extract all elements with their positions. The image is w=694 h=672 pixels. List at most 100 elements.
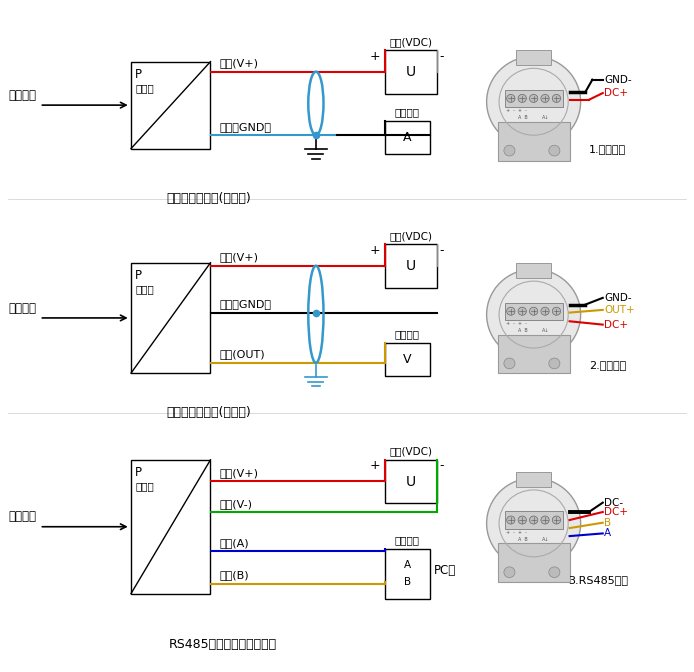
Bar — [131, 62, 210, 149]
Bar — [505, 511, 563, 529]
Text: 采集设备: 采集设备 — [395, 536, 420, 546]
Text: 3.RS485输出: 3.RS485输出 — [568, 575, 628, 585]
Text: 电源(VDC): 电源(VDC) — [389, 231, 432, 241]
Circle shape — [541, 94, 549, 102]
Text: 电源(VDC): 电源(VDC) — [389, 37, 432, 47]
Circle shape — [486, 478, 581, 569]
Text: 黄线(OUT): 黄线(OUT) — [219, 349, 264, 360]
Text: 变送器: 变送器 — [135, 284, 154, 294]
Circle shape — [549, 358, 560, 369]
Bar — [516, 50, 551, 65]
Circle shape — [504, 145, 515, 156]
Text: DC+: DC+ — [604, 320, 628, 330]
Circle shape — [541, 516, 549, 524]
Bar — [385, 245, 437, 288]
Text: 蓝线(A): 蓝线(A) — [219, 538, 248, 548]
Text: 采集设备: 采集设备 — [395, 107, 420, 117]
Text: A↓: A↓ — [542, 537, 550, 542]
Circle shape — [518, 516, 526, 524]
Bar — [498, 122, 570, 161]
Text: DC-: DC- — [604, 498, 623, 507]
Bar — [385, 120, 430, 154]
Text: +: + — [369, 459, 380, 472]
Circle shape — [504, 567, 515, 578]
Circle shape — [549, 145, 560, 156]
Text: A: A — [604, 528, 611, 538]
Text: +  -  +  -: + - + - — [506, 108, 527, 114]
Text: 液位输入: 液位输入 — [8, 302, 36, 314]
Text: 红线(V+): 红线(V+) — [219, 468, 258, 478]
Text: +  -  +  -: + - + - — [506, 530, 527, 535]
Text: 电源(VDC): 电源(VDC) — [389, 446, 432, 456]
Circle shape — [518, 307, 526, 315]
Circle shape — [507, 307, 515, 315]
Text: DC+: DC+ — [604, 88, 628, 98]
Circle shape — [552, 307, 561, 315]
Text: -: - — [439, 50, 443, 62]
Bar — [131, 263, 210, 373]
Text: 红线(V+): 红线(V+) — [219, 253, 258, 262]
Bar — [516, 472, 551, 487]
Text: -: - — [439, 459, 443, 472]
Circle shape — [486, 56, 581, 147]
Circle shape — [541, 307, 549, 315]
Text: 绿线(V-): 绿线(V-) — [219, 499, 252, 509]
Text: OUT+: OUT+ — [604, 305, 635, 315]
Text: 黑线（GND）: 黑线（GND） — [219, 299, 271, 309]
Text: GND-: GND- — [604, 75, 632, 85]
Bar — [498, 335, 570, 374]
Text: P: P — [135, 69, 142, 81]
Bar — [505, 302, 563, 320]
Bar — [385, 50, 437, 93]
Bar — [385, 549, 430, 599]
Text: 液位输入: 液位输入 — [8, 89, 36, 101]
Text: 黑线（GND）: 黑线（GND） — [219, 122, 271, 132]
Circle shape — [552, 94, 561, 102]
Text: 变送器: 变送器 — [135, 481, 154, 491]
Text: B: B — [404, 577, 411, 587]
Text: A  B: A B — [518, 328, 528, 333]
Text: A  B: A B — [518, 115, 528, 120]
Text: +: + — [369, 50, 380, 62]
Text: 采集设备: 采集设备 — [395, 329, 420, 339]
Circle shape — [552, 516, 561, 524]
Circle shape — [507, 94, 515, 102]
Text: A  B: A B — [518, 537, 528, 542]
Circle shape — [486, 269, 581, 360]
Text: A↓: A↓ — [542, 328, 550, 333]
Text: A: A — [403, 131, 412, 144]
Text: U: U — [406, 474, 416, 489]
Text: A↓: A↓ — [542, 115, 550, 120]
Text: PC机: PC机 — [433, 564, 456, 577]
Text: +: + — [369, 244, 380, 257]
Text: -: - — [439, 244, 443, 257]
Text: +  -  +  -: + - + - — [506, 321, 527, 327]
Text: P: P — [135, 269, 142, 282]
Bar — [516, 263, 551, 278]
Text: V: V — [403, 353, 412, 366]
Circle shape — [549, 567, 560, 578]
Circle shape — [504, 358, 515, 369]
Text: 电流输出接线图(两线制): 电流输出接线图(两线制) — [167, 192, 251, 205]
Circle shape — [518, 94, 526, 102]
Text: U: U — [406, 65, 416, 79]
Text: 液位输入: 液位输入 — [8, 510, 36, 523]
Text: DC+: DC+ — [604, 507, 628, 517]
Bar — [505, 90, 563, 107]
Circle shape — [530, 516, 538, 524]
Circle shape — [530, 307, 538, 315]
Bar — [498, 544, 570, 582]
Text: 电压输出接线图(三线制): 电压输出接线图(三线制) — [167, 407, 251, 419]
Text: GND-: GND- — [604, 293, 632, 303]
Bar — [385, 460, 437, 503]
Text: 黄线(B): 黄线(B) — [219, 571, 248, 580]
Bar — [131, 460, 210, 593]
Text: P: P — [135, 466, 142, 480]
Circle shape — [530, 94, 538, 102]
Text: 变送器: 变送器 — [135, 83, 154, 93]
Text: 1.电流输出: 1.电流输出 — [589, 144, 626, 154]
Bar — [385, 343, 430, 376]
Text: RS485数字信号输出接线图: RS485数字信号输出接线图 — [169, 638, 277, 651]
Circle shape — [507, 516, 515, 524]
Text: 2.电压输出: 2.电压输出 — [589, 360, 626, 370]
